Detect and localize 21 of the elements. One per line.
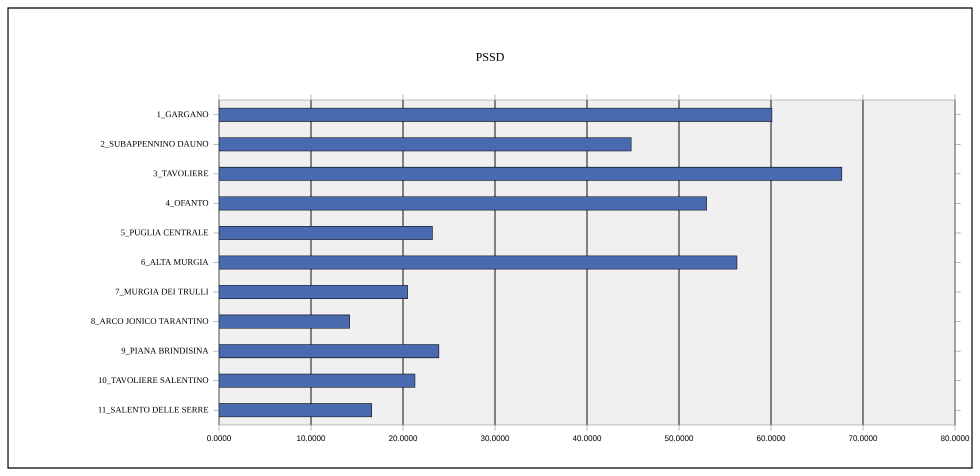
y-tick-label: 3_TAVOLIERE — [154, 170, 208, 178]
x-tick-label: 70.0000 — [848, 435, 878, 442]
x-tick-label: 30.0000 — [480, 435, 510, 442]
y-tick-label: 5_PUGLIA CENTRALE — [121, 230, 208, 236]
x-tick-label: 20.0000 — [388, 435, 418, 442]
x-tick-label: 10.0000 — [297, 435, 326, 442]
x-tick-label: 50.0000 — [664, 435, 694, 442]
y-tick-label: 10_TAVOLIERE SALENTINO — [98, 377, 208, 384]
x-tick-label: 0.0000 — [207, 435, 231, 442]
y-tick-label: 7_MURGIA DEI TRULLI — [116, 288, 208, 296]
y-tick-label: 2_SUBAPPENNINO DAUNO — [100, 140, 208, 148]
y-tick-label: 8_ARCO JONICO TARANTINO — [91, 318, 208, 326]
x-tick-label: 40.0000 — [572, 435, 602, 442]
x-tick-label: 60.0000 — [756, 435, 786, 442]
y-tick-label: 6_ALTA MURGIA — [141, 259, 209, 266]
y-tick-label: 9_PIANA BRINDISINA — [121, 348, 209, 355]
y-tick-label: 4_OFANTO — [166, 200, 208, 207]
y-tick-label: 11_SALENTO DELLE SERRE — [98, 406, 208, 414]
y-tick-label: 1_GARGANO — [157, 111, 208, 118]
chart-title: PSSD — [476, 52, 504, 62]
x-tick-label: 80.0000 — [940, 435, 970, 442]
